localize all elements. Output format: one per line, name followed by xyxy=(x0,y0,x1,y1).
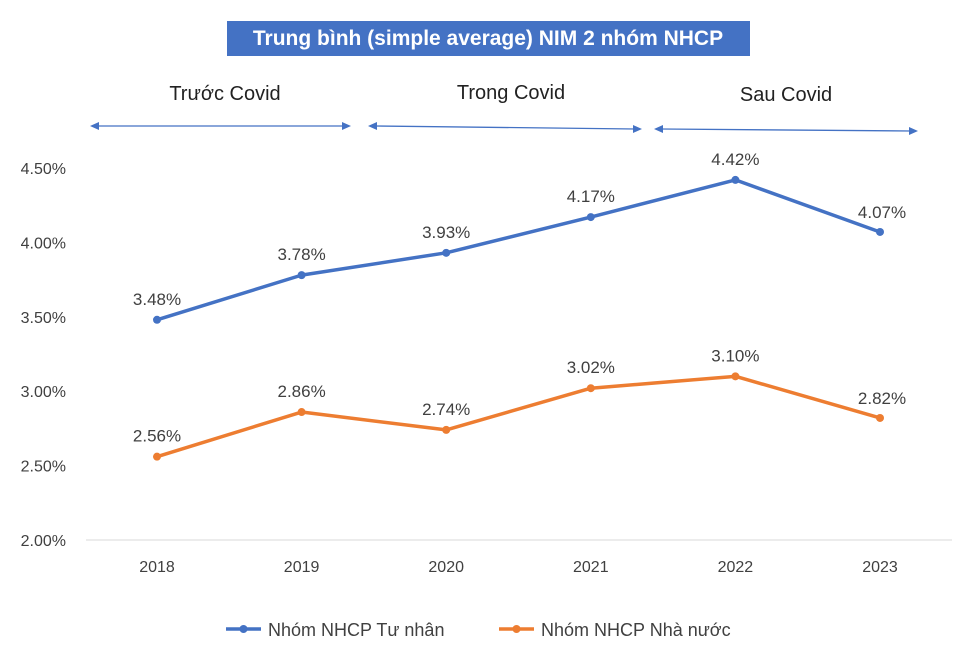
period-label-during-covid: Trong Covid xyxy=(457,82,565,104)
x-tick-label: 2019 xyxy=(284,559,320,576)
series-private: 3.48% 3.78% 3.93% 4.17% 4.42% 4.07% xyxy=(133,150,906,324)
legend-item-state: Nhóm NHCP Nhà nước xyxy=(499,620,731,640)
period-arrow-pre-covid xyxy=(90,122,351,130)
data-point xyxy=(876,413,884,422)
period-arrow-during-covid xyxy=(368,122,642,133)
y-tick-label: 2.50% xyxy=(21,459,66,476)
data-label: 3.78% xyxy=(277,245,325,264)
data-point xyxy=(153,315,161,324)
series-state: 2.56% 2.86% 2.74% 3.02% 3.10% 2.82% xyxy=(133,346,906,461)
x-axis-ticks: 2018 2019 2020 2021 2022 2023 xyxy=(139,559,898,576)
data-point xyxy=(731,175,740,184)
data-label: 3.93% xyxy=(422,223,470,242)
x-tick-label: 2021 xyxy=(573,559,609,576)
chart-title: Trung bình (simple average) NIM 2 nhóm N… xyxy=(253,27,723,50)
y-axis-ticks: 2.00% 2.50% 3.00% 3.50% 4.00% 4.50% xyxy=(21,161,66,550)
data-point xyxy=(876,227,884,236)
data-point xyxy=(442,425,451,434)
data-label: 3.48% xyxy=(133,290,181,309)
data-point xyxy=(731,372,740,381)
data-point xyxy=(297,408,306,417)
x-tick-label: 2018 xyxy=(139,559,175,576)
x-tick-label: 2022 xyxy=(718,559,754,576)
data-label: 4.42% xyxy=(711,150,759,169)
data-label: 4.17% xyxy=(567,187,615,206)
data-label: 3.02% xyxy=(567,358,615,377)
data-label: 4.07% xyxy=(858,203,906,222)
data-point xyxy=(297,271,306,280)
y-tick-label: 4.50% xyxy=(21,161,66,178)
data-point xyxy=(586,384,595,393)
y-tick-label: 4.00% xyxy=(21,235,66,252)
data-label: 2.86% xyxy=(277,382,325,401)
y-tick-label: 3.50% xyxy=(21,310,66,327)
data-label: 2.74% xyxy=(422,400,470,419)
data-point xyxy=(442,248,451,257)
x-tick-label: 2020 xyxy=(428,559,464,576)
data-label: 2.82% xyxy=(858,389,906,408)
series-line xyxy=(155,374,882,459)
data-point xyxy=(153,452,161,461)
period-label-post-covid: Sau Covid xyxy=(740,84,832,106)
legend-marker-state xyxy=(512,625,521,633)
legend-label-private: Nhóm NHCP Tư nhân xyxy=(268,620,444,640)
data-label: 2.56% xyxy=(133,427,181,446)
chart-title-background xyxy=(227,21,750,56)
legend-marker-private xyxy=(239,625,248,633)
x-tick-label: 2023 xyxy=(862,559,898,576)
legend-label-state: Nhóm NHCP Nhà nước xyxy=(541,620,731,640)
data-label: 3.10% xyxy=(711,346,759,365)
series-layer: 3.48% 3.78% 3.93% 4.17% 4.42% 4.07% 2.56% 2.86%… xyxy=(133,150,906,461)
legend: Nhóm NHCP Tư nhân Nhóm NHCP Nhà nước xyxy=(226,620,731,640)
y-tick-label: 3.00% xyxy=(21,384,66,401)
period-arrow-post-covid xyxy=(654,125,918,135)
legend-item-private: Nhóm NHCP Tư nhân xyxy=(226,620,444,640)
period-label-pre-covid: Trước Covid xyxy=(169,83,280,105)
data-point xyxy=(586,213,595,222)
y-tick-label: 2.00% xyxy=(21,533,66,550)
series-line xyxy=(155,178,882,322)
